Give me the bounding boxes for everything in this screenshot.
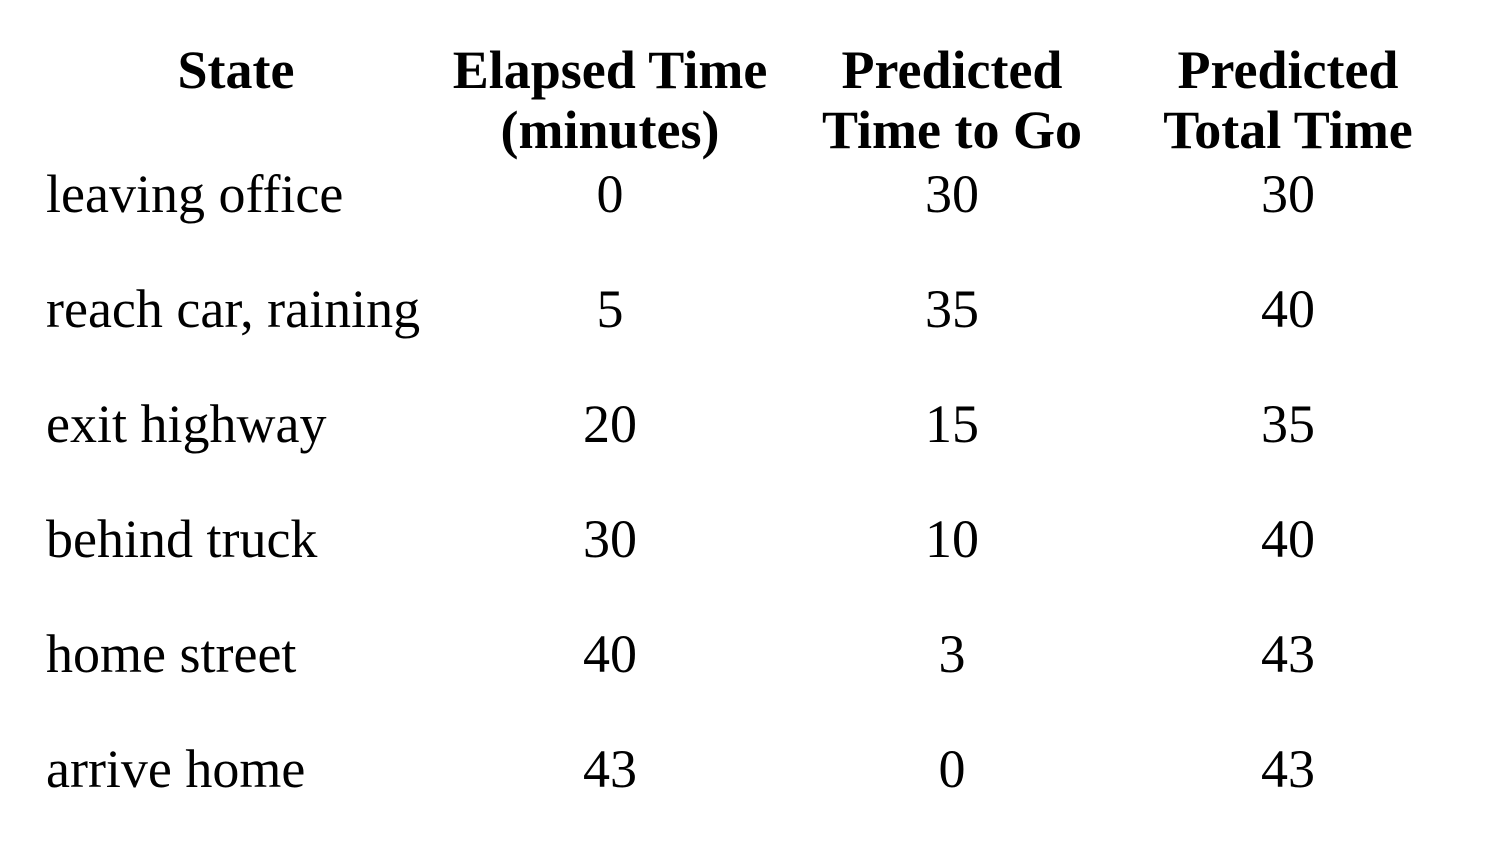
header-elapsed-line-1: Elapsed Time bbox=[452, 40, 768, 100]
header-state: State bbox=[136, 40, 336, 100]
row-state-cell: exit highway bbox=[46, 394, 327, 454]
row-to-go-cell: 0 bbox=[938, 739, 966, 799]
header-to-go-line-2: Time to Go bbox=[822, 100, 1082, 160]
row-state-cell: reach car, raining bbox=[46, 279, 421, 339]
row-total-cell: 35 bbox=[1261, 394, 1315, 454]
row-total-cell: 43 bbox=[1261, 739, 1315, 799]
row-state-cell: leaving office bbox=[46, 164, 344, 224]
row-elapsed-cell: 0 bbox=[596, 164, 624, 224]
row-elapsed-cell: 5 bbox=[596, 279, 624, 339]
row-elapsed-cell: 43 bbox=[583, 739, 637, 799]
row-to-go-cell: 15 bbox=[925, 394, 979, 454]
header-predicted-time-to-go: Predicted Time to Go bbox=[800, 40, 1104, 160]
header-state-line-1: State bbox=[177, 40, 295, 100]
header-total-line-2: Total Time bbox=[1163, 100, 1413, 160]
row-elapsed-cell: 30 bbox=[583, 509, 637, 569]
row-total-cell: 30 bbox=[1261, 164, 1315, 224]
row-state-cell: home street bbox=[46, 624, 297, 684]
header-elapsed-line-2: (minutes) bbox=[500, 100, 720, 160]
row-total-cell: 43 bbox=[1261, 624, 1315, 684]
header-total-line-1: Predicted bbox=[1177, 40, 1399, 100]
header-elapsed-time: Elapsed Time (minutes) bbox=[440, 40, 780, 160]
header-predicted-total-time: Predicted Total Time bbox=[1138, 40, 1438, 160]
row-elapsed-cell: 20 bbox=[583, 394, 637, 454]
row-elapsed-cell: 40 bbox=[583, 624, 637, 684]
row-state-cell: arrive home bbox=[46, 739, 306, 799]
row-to-go-cell: 3 bbox=[938, 624, 966, 684]
row-to-go-cell: 35 bbox=[925, 279, 979, 339]
row-to-go-cell: 30 bbox=[925, 164, 979, 224]
header-to-go-line-1: Predicted bbox=[841, 40, 1063, 100]
row-to-go-cell: 10 bbox=[925, 509, 979, 569]
row-state-cell: behind truck bbox=[46, 509, 318, 569]
row-total-cell: 40 bbox=[1261, 279, 1315, 339]
row-total-cell: 40 bbox=[1261, 509, 1315, 569]
